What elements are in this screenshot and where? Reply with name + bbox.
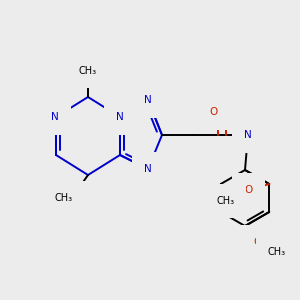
Text: CH₃: CH₃ [55, 193, 73, 203]
Text: O: O [244, 185, 252, 195]
Text: CH₃: CH₃ [79, 66, 97, 76]
Text: H: H [246, 118, 254, 128]
Text: CH₃: CH₃ [216, 196, 234, 206]
Text: N: N [51, 112, 59, 122]
Text: N: N [244, 130, 252, 140]
Text: O: O [210, 107, 218, 117]
Text: N: N [144, 95, 152, 105]
Text: N: N [116, 112, 124, 122]
Text: O: O [253, 237, 261, 247]
Text: N: N [144, 164, 152, 174]
Text: CH₃: CH₃ [268, 247, 286, 257]
